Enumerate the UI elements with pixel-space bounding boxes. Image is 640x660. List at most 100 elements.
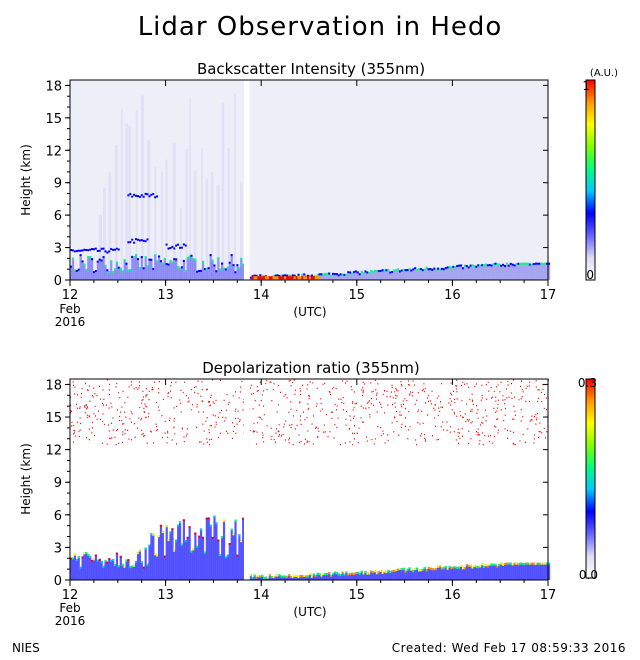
boundary-layer-top	[98, 258, 101, 261]
depol-column	[203, 551, 207, 580]
boundary-layer-top	[104, 264, 107, 267]
noise-pixel	[283, 395, 285, 397]
boundary-layer-cell	[112, 270, 115, 280]
depolarization-panel: Depolarization ratio (355nm) 12 13 14 15 16 1…	[19, 359, 598, 628]
depol-column	[318, 573, 321, 580]
noise-pixel	[539, 422, 541, 424]
noise-pixel	[249, 387, 251, 389]
noise-pixel	[339, 443, 341, 446]
noise-pixel	[498, 399, 500, 401]
noise-pixel	[431, 390, 433, 392]
depol-column	[538, 562, 541, 580]
boundary-layer-cell	[71, 257, 75, 280]
x-axis-label: (UTC)	[293, 305, 326, 319]
boundary-layer-top	[385, 269, 388, 272]
noise-pixel	[513, 431, 515, 434]
noise-pixel	[133, 388, 135, 390]
boundary-layer-cell	[351, 272, 354, 280]
surface-signal	[255, 276, 258, 280]
depol-top	[383, 570, 386, 573]
depol-top	[525, 562, 528, 565]
depol-column	[377, 571, 381, 580]
noise-pixel	[139, 406, 141, 409]
boundary-layer-top	[140, 256, 143, 259]
noise-pixel	[412, 395, 414, 397]
depol-top	[500, 562, 503, 565]
boundary-layer-cell	[96, 260, 99, 280]
boundary-layer-top	[108, 271, 111, 274]
signal-streak	[125, 123, 129, 280]
noise-pixel	[354, 424, 356, 427]
boundary-layer-top	[444, 267, 447, 270]
surface-signal	[259, 276, 262, 280]
noise-pixel	[382, 430, 384, 432]
noise-pixel	[537, 436, 539, 439]
depol-top	[366, 572, 369, 575]
noise-pixel	[278, 424, 280, 426]
noise-pixel	[288, 411, 290, 413]
boundary-layer-top	[396, 268, 399, 271]
boundary-layer-top	[526, 262, 529, 265]
boundary-layer-cell	[374, 269, 377, 280]
depol-top	[106, 561, 109, 564]
depol-column	[165, 525, 168, 580]
no-data-gap	[243, 80, 250, 280]
boundary-layer-cell	[100, 259, 103, 280]
depol-top	[458, 566, 461, 569]
noise-pixel	[105, 404, 107, 406]
boundary-layer-cell	[192, 258, 195, 280]
noise-pixel	[544, 437, 546, 439]
noise-pixel	[231, 437, 233, 439]
noise-pixel	[210, 424, 212, 427]
boundary-layer-cell	[505, 262, 509, 280]
boundary-layer-cell	[416, 269, 419, 280]
noise-pixel	[334, 423, 336, 426]
noise-pixel	[209, 438, 211, 441]
boundary-layer-top	[135, 254, 138, 257]
boundary-layer-top	[486, 264, 489, 267]
noise-pixel	[131, 412, 133, 415]
y-tick-label: 15	[45, 112, 62, 127]
boundary-layer-top	[186, 257, 189, 260]
boundary-layer-cell	[502, 263, 505, 280]
aerosol-layer	[106, 251, 109, 254]
noise-pixel	[225, 417, 227, 419]
aerosol-layer	[129, 241, 132, 244]
boundary-layer-cell	[81, 260, 84, 280]
depolarization-heatmap	[70, 379, 551, 580]
depol-column	[387, 569, 390, 580]
depol-column	[492, 563, 495, 580]
surface-signal	[261, 276, 264, 280]
depol-top	[242, 517, 245, 520]
noise-pixel	[205, 420, 207, 422]
depol-top	[201, 536, 204, 539]
depol-top	[83, 552, 86, 555]
x-tick-label: 15	[349, 588, 366, 603]
boundary-layer-cell	[465, 265, 468, 280]
depol-top	[538, 562, 541, 565]
noise-pixel	[209, 405, 211, 407]
boundary-layer-top	[138, 267, 141, 270]
noise-pixel	[475, 383, 477, 385]
noise-pixel	[124, 402, 126, 404]
depol-column	[519, 562, 522, 580]
noise-pixel	[533, 442, 535, 444]
noise-pixel	[456, 385, 458, 387]
noise-pixel	[187, 401, 189, 403]
boundary-layer-top	[211, 259, 214, 262]
noise-pixel	[215, 421, 217, 423]
boundary-layer-cell	[469, 264, 472, 280]
noise-pixel	[375, 389, 377, 391]
noise-pixel	[167, 430, 169, 433]
boundary-layer-cell	[85, 268, 88, 280]
boundary-layer-top	[226, 266, 229, 269]
noise-pixel	[263, 414, 265, 416]
depol-top	[322, 573, 325, 576]
noise-pixel	[470, 422, 472, 424]
noise-pixel	[86, 407, 88, 409]
noise-pixel	[86, 414, 88, 416]
boundary-layer-cell	[494, 262, 497, 280]
boundary-layer-cell	[142, 267, 145, 280]
noise-pixel	[376, 394, 378, 396]
noise-pixel	[167, 436, 169, 438]
